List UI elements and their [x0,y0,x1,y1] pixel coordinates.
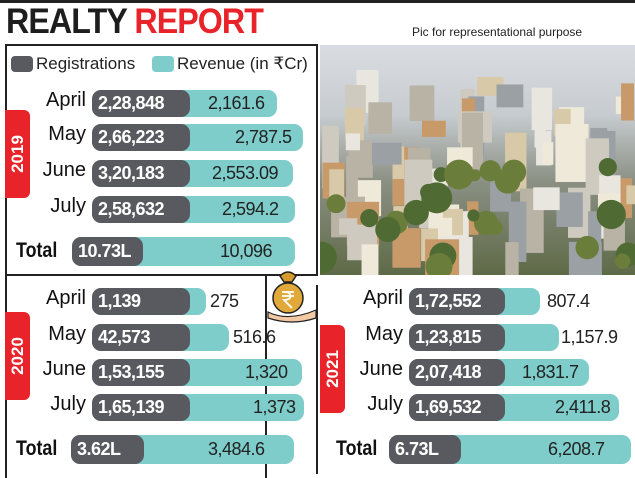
month-label: June [42,159,86,181]
total-label: Total [16,239,58,262]
revenue-value: 1,373 [253,397,296,417]
page-title: REALTY REPORT [6,2,264,42]
title-report: REPORT [134,2,264,41]
registrations-bar: 1,139 [92,288,190,315]
year-tag-2021: 2021 [320,325,345,413]
tree [479,160,501,182]
tree [444,159,474,190]
panel-divider [316,285,318,474]
month-label: May [365,323,403,345]
revenue-value: 1,157.9 [561,327,618,347]
building [496,84,524,108]
month-label: April [362,287,403,309]
building [533,187,560,211]
tree [598,158,617,177]
registrations-bar: 2,58,632 [92,196,190,223]
tree [421,182,453,214]
registrations-bar: 42,573 [92,324,190,351]
building [421,120,446,137]
revenue-value: 2,411.8 [555,397,611,417]
registrations-bar: 3,20,183 [92,160,190,187]
tree [473,210,499,236]
tree [596,199,626,230]
tree [375,216,401,243]
building [368,102,393,134]
total-label: Total [16,437,58,460]
building [329,169,344,200]
month-label: July [50,393,86,415]
registrations-bar: 1,65,139 [92,394,190,421]
building [409,85,435,122]
legend-registrations: Registrations [36,54,136,73]
revenue-value: 2,161.6 [208,93,265,113]
legend-swatch-registrations [11,56,33,72]
tree [425,252,453,275]
building [542,142,554,165]
registrations-bar: 1,23,815 [409,324,505,351]
revenue-value: 2,553.09 [212,163,279,183]
building [505,242,519,275]
registrations-bar: 2,66,223 [92,124,190,151]
building [345,133,360,151]
registrations-bar: 2,07,418 [409,359,505,386]
month-label: July [367,393,403,415]
tree [320,241,337,274]
month-label: May [48,123,86,145]
cityscape-image [320,69,635,275]
top-rule [0,0,635,3]
legend-swatch-revenue [152,56,174,72]
building [346,156,359,216]
revenue-value: 807.4 [547,291,590,311]
year-tag-2020: 2020 [5,312,30,400]
tree [467,209,480,222]
tree [494,167,521,194]
year-tag-2019: 2019 [5,110,30,198]
revenue-value: 275 [210,291,239,311]
registrations-bar: 2,28,848 [92,90,190,117]
month-label: July [50,195,86,217]
building [345,107,364,141]
month-label: June [42,358,86,380]
month-label: April [45,287,86,309]
money-bag-icon [267,271,317,323]
revenue-value: 1,320 [245,362,288,382]
revenue-value: 2,787.5 [235,127,292,147]
tree [614,253,631,269]
total-registrations-bar: 3.62L [71,435,144,464]
revenue-value: 1,831.7 [522,362,579,382]
total-revenue-value: 3,484.6 [208,439,265,459]
tree [326,194,346,214]
building [371,142,402,165]
month-label: April [45,89,86,111]
revenue-value: 516.6 [233,327,276,347]
registrations-bar: 1,53,155 [92,359,190,386]
building [626,185,635,205]
registrations-bar: 1,69,532 [409,394,505,421]
building [556,192,583,227]
total-registrations-bar: 6.73L [389,435,461,464]
building [555,123,589,182]
registrations-bar: 1,72,552 [409,288,505,315]
revenue-value: 2,594.2 [222,199,279,219]
tree [360,209,379,228]
legend-revenue: Revenue (in ₹Cr) [177,54,308,73]
total-revenue-value: 10,096 [220,241,273,261]
tree [403,199,429,226]
tree [468,169,481,182]
title-realty: REALTY [6,2,127,41]
tree [575,235,599,260]
total-label: Total [336,437,378,460]
building [361,244,379,275]
month-label: May [48,323,86,345]
total-revenue-value: 6,208.7 [548,439,605,459]
photo-caption: Pic for representational purpose [412,25,583,39]
building [621,83,635,121]
total-registrations-bar: 10.73L [72,237,143,266]
month-label: June [359,358,403,380]
city-photo [320,45,635,275]
building [534,111,546,148]
